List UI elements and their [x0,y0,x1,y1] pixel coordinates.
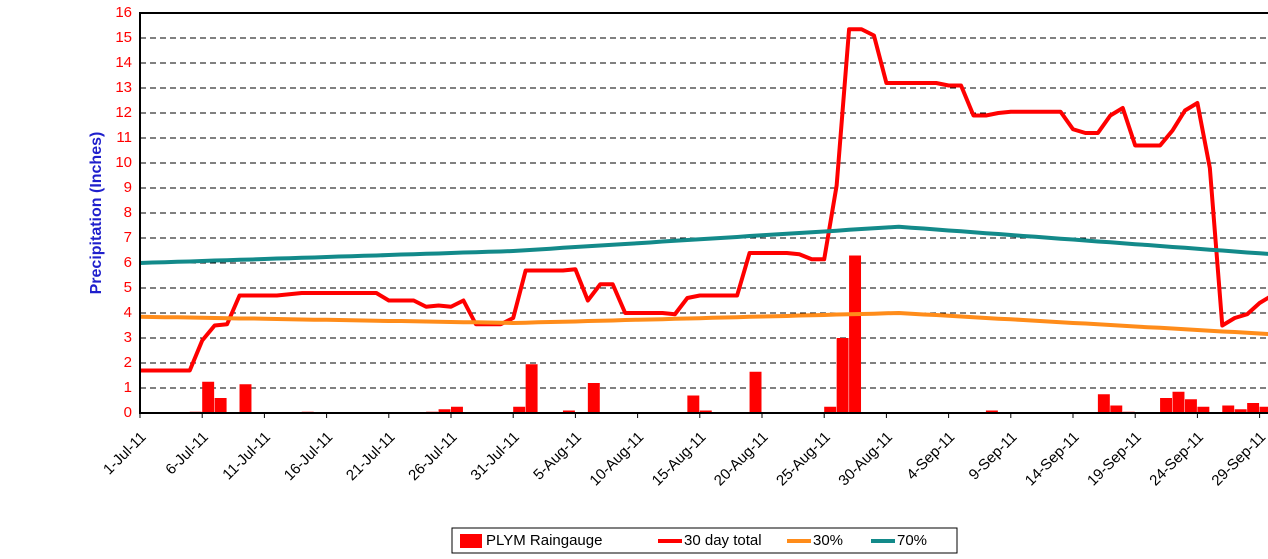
y-tick-label: 15 [115,29,132,46]
x-tick-label: 1-Jul-11 [100,429,150,479]
x-tick-label: 4-Sep-11 [903,429,958,484]
bar [1097,394,1110,413]
y-tick-label: 2 [124,354,132,371]
y-tick-label: 16 [115,4,132,21]
legend-label: PLYM Raingauge [486,532,602,549]
legend-label: 30% [813,532,843,549]
bar [587,383,600,413]
bar [525,364,538,413]
x-tick-label: 20-Aug-11 [711,429,772,490]
y-tick-label: 4 [124,304,132,321]
line-series [140,224,1268,265]
x-tick-label: 14-Sep-11 [1022,429,1083,490]
line-series [140,311,1268,337]
line-series [140,27,1268,373]
x-tick-label: 5-Aug-11 [530,429,585,484]
bar [985,410,998,413]
bar [438,409,451,413]
y-tick-label: 3 [124,329,132,346]
bar [849,255,862,413]
x-tick-label: 30-Aug-11 [835,429,896,490]
bar [1234,409,1247,413]
x-tick-label: 21-Jul-11 [343,429,398,484]
x-tick-label: 10-Aug-11 [586,429,647,490]
bar [687,395,700,413]
x-tick-label: 31-Jul-11 [467,429,522,484]
bar [513,406,526,413]
y-axis-label: Precipitation (Inches) [88,132,105,295]
x-tick-label: 15-Aug-11 [649,429,710,490]
y-tick-label: 5 [124,279,132,296]
bar [214,398,227,413]
bar [1197,406,1210,413]
x-tick-label: 16-Jul-11 [281,429,336,484]
x-tick-label: 24-Sep-11 [1146,429,1207,490]
bar [836,338,849,413]
y-tick-label: 6 [124,254,132,271]
legend-label: 70% [897,532,927,549]
bar [1184,399,1197,413]
y-tick-label: 7 [124,229,132,246]
x-tick-label: 25-Aug-11 [773,429,834,490]
bar [1247,403,1260,413]
plot-frame [139,12,1268,414]
x-tick-label: 26-Jul-11 [405,429,460,484]
y-tick-label: 8 [124,204,132,221]
bar [239,384,252,413]
bar [202,381,215,413]
y-tick-label: 11 [116,129,132,146]
y-tick-label: 12 [115,104,132,121]
bar [699,410,712,413]
bar [562,410,575,413]
bar [451,406,463,413]
y-tick-label: 10 [115,154,132,171]
x-tick-label: 29-Sep-11 [1208,429,1268,490]
y-tick-label: 13 [115,79,132,96]
y-tick-label: 1 [124,379,132,396]
bar [1259,406,1268,413]
bar [1110,405,1123,413]
legend-label: 30 day total [684,532,762,549]
x-tick-label: 11-Jul-11 [219,429,274,484]
x-tick-label: 6-Jul-11 [162,429,212,479]
x-tick-label: 19-Sep-11 [1084,429,1145,490]
bar [1172,391,1185,413]
x-tick-label: 9-Sep-11 [966,429,1021,484]
y-tick-label: 0 [124,404,132,421]
bar [824,406,837,413]
y-tick-label: 9 [124,179,132,196]
y-tick-label: 14 [115,54,132,71]
legend-swatch [460,534,482,548]
bar [1160,398,1173,413]
bar [1222,405,1235,413]
bar [749,371,762,413]
